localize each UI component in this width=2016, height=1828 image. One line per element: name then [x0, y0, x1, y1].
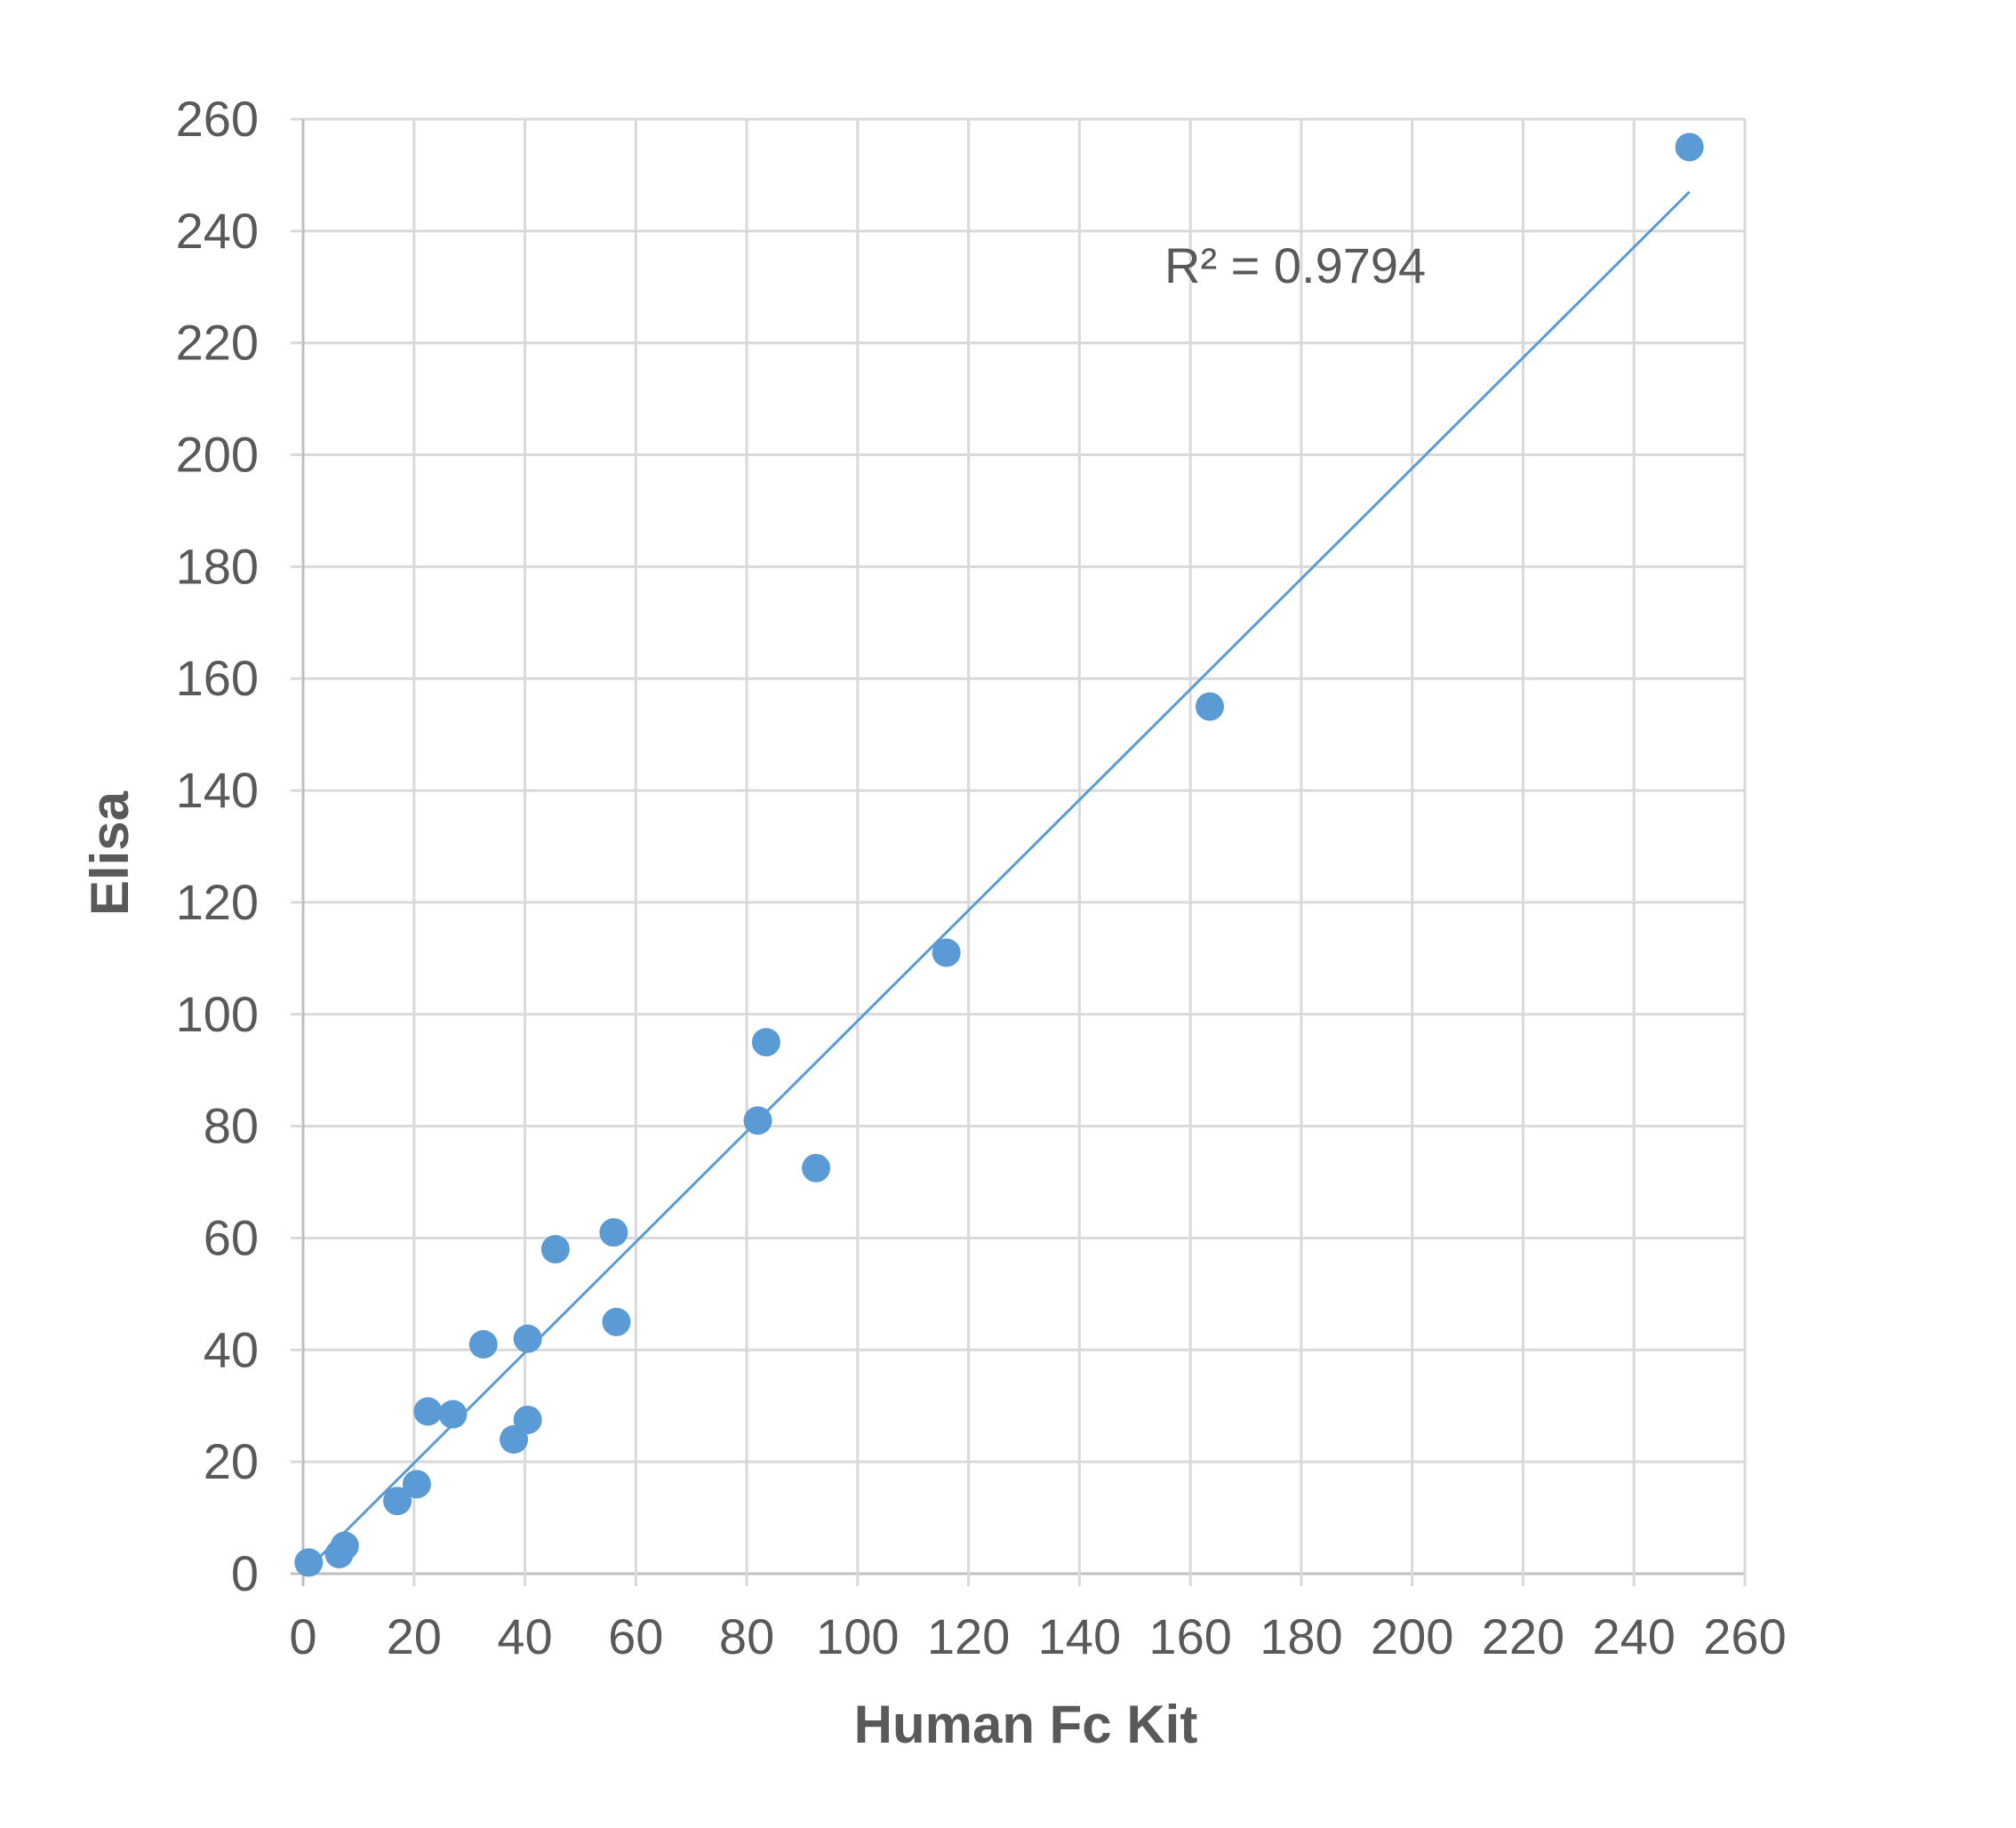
x-tick-label: 140	[1038, 1608, 1121, 1664]
data-point	[932, 938, 961, 967]
y-tick-label: 260	[176, 91, 259, 147]
x-tick-label: 200	[1371, 1608, 1453, 1664]
x-tick-labels: 0 20 40 60 80 100 120 140 160 180 200 220 240 260	[289, 1608, 1786, 1664]
y-tick-labels: 0 20 40 60 80 100 120 140 160 180 200 220 240 260	[176, 91, 259, 1601]
x-axis-title: Human Fc Kit	[854, 1695, 1198, 1754]
trendline	[308, 190, 1691, 1569]
data-point	[602, 1307, 631, 1336]
data-point	[599, 1218, 628, 1247]
x-tick-label: 160	[1148, 1608, 1231, 1664]
data-point	[513, 1405, 542, 1434]
data-point	[294, 1548, 324, 1577]
data-point	[438, 1399, 468, 1429]
x-tick-label: 100	[816, 1608, 899, 1664]
data-points	[294, 132, 1704, 1577]
y-tick-label: 60	[204, 1209, 259, 1265]
data-point	[330, 1531, 359, 1560]
x-tick-label: 20	[387, 1608, 442, 1664]
data-point	[751, 1028, 780, 1057]
y-tick-label: 0	[231, 1545, 259, 1601]
data-point	[1675, 132, 1704, 162]
y-tick-label: 80	[204, 1098, 259, 1154]
data-point	[468, 1330, 498, 1359]
y-tick-label: 240	[176, 203, 259, 259]
data-point	[513, 1324, 542, 1353]
y-tick-label: 140	[176, 762, 259, 818]
data-point	[413, 1397, 443, 1426]
y-tick-label: 40	[204, 1321, 259, 1377]
r-squared-annotation: R² = 0.9794	[1164, 237, 1426, 293]
y-tick-label: 20	[204, 1433, 259, 1489]
data-point	[402, 1470, 431, 1499]
y-tick-label: 160	[176, 650, 259, 706]
x-tick-label: 60	[608, 1608, 663, 1664]
y-axis-title: Elisa	[80, 790, 140, 916]
x-tick-label: 120	[927, 1608, 1010, 1664]
y-tick-label: 120	[176, 874, 259, 930]
data-point	[802, 1153, 831, 1183]
x-tick-label: 240	[1593, 1608, 1676, 1664]
x-tick-label: 0	[289, 1608, 316, 1664]
data-point	[743, 1106, 772, 1135]
grid	[291, 117, 1747, 1586]
data-point	[383, 1487, 412, 1516]
x-tick-label: 80	[719, 1608, 774, 1664]
x-tick-label: 180	[1260, 1608, 1342, 1664]
data-point	[1195, 692, 1224, 721]
data-point	[540, 1235, 570, 1264]
y-tick-label: 180	[176, 538, 259, 594]
x-tick-label: 40	[497, 1608, 552, 1664]
y-tick-label: 200	[176, 427, 259, 483]
y-tick-label: 220	[176, 315, 259, 371]
x-tick-label: 220	[1482, 1608, 1564, 1664]
x-tick-label: 260	[1703, 1608, 1786, 1664]
y-tick-label: 100	[176, 986, 259, 1042]
